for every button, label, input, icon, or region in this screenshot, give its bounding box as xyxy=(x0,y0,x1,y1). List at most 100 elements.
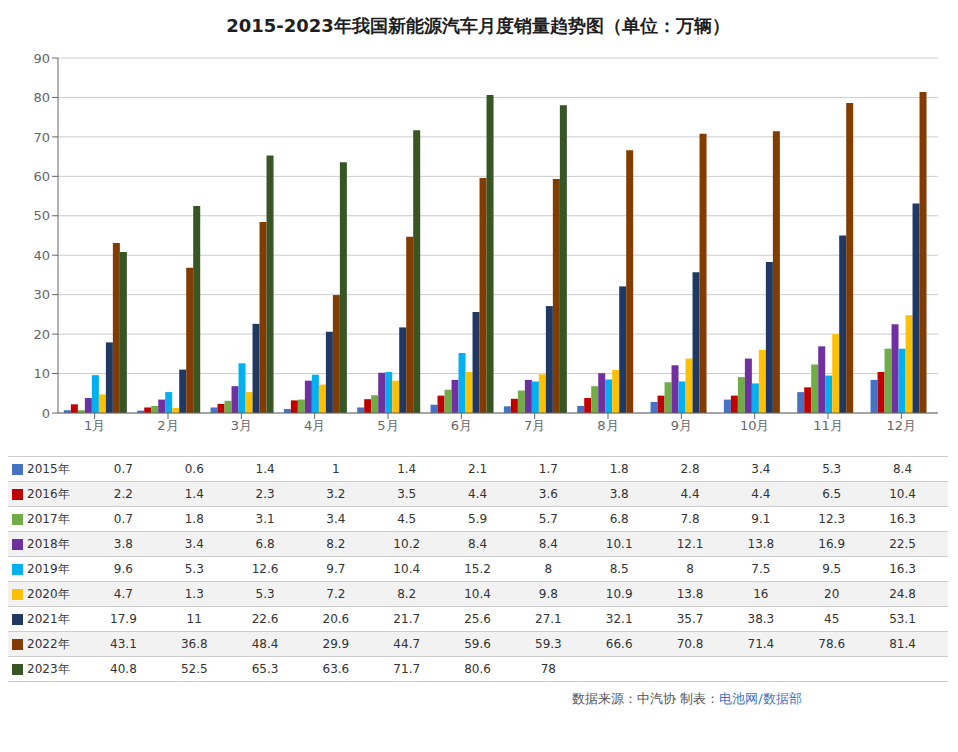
html-text:15.2: 15.2 xyxy=(464,562,491,576)
html-text:13.8: 13.8 xyxy=(747,537,775,551)
html-text:22.5: 22.5 xyxy=(889,537,916,551)
html-text:16.3: 16.3 xyxy=(889,562,916,576)
html-text:12.1: 12.1 xyxy=(676,537,704,551)
svg-text:12月: 12月 xyxy=(887,418,917,433)
html-text:数据来源：中汽协 制表：电池网/数据部: 数据来源：中汽协 制表：电池网/数据部 xyxy=(572,691,802,706)
html-text:12.3: 12.3 xyxy=(818,512,845,526)
html-text:8.5: 8.5 xyxy=(609,562,629,576)
html-text:7.5: 7.5 xyxy=(751,562,771,576)
html-text:9.7: 9.7 xyxy=(326,562,346,576)
html-text:1.8: 1.8 xyxy=(609,462,629,476)
html-text:2015-2023年我国新能源汽车月度销量趋势图（单位：万辆: 2015-2023年我国新能源汽车月度销量趋势图（单位：万辆） xyxy=(226,15,730,36)
html-text:10.2: 10.2 xyxy=(393,537,421,551)
html-text:8.4: 8.4 xyxy=(893,462,913,476)
html-text:4.5: 4.5 xyxy=(397,512,417,526)
html-text:3.8: 3.8 xyxy=(609,487,629,501)
html-text:10.1: 10.1 xyxy=(605,537,633,551)
html-text:10.4: 10.4 xyxy=(393,562,421,576)
svg-text:6月: 6月 xyxy=(451,418,472,433)
html-text:2016年: 2016年 xyxy=(27,486,70,501)
svg-text:3月: 3月 xyxy=(231,418,252,433)
html-text:4.4: 4.4 xyxy=(468,487,488,501)
html-text:16: 16 xyxy=(753,587,769,601)
html-text:2022年: 2022年 xyxy=(27,636,70,651)
html-text:9.8: 9.8 xyxy=(538,587,558,601)
svg-text:2月: 2月 xyxy=(157,418,178,433)
html-text:2017年: 2017年 xyxy=(27,511,70,526)
svg-text:4月: 4月 xyxy=(304,418,325,433)
html-text:3.8: 3.8 xyxy=(113,537,133,551)
svg-text:11月: 11月 xyxy=(813,418,843,433)
html-text:12.6: 12.6 xyxy=(251,562,279,576)
svg-text:70: 70 xyxy=(33,130,50,145)
html-text:8.4: 8.4 xyxy=(538,537,558,551)
html-text:8.4: 8.4 xyxy=(468,537,488,551)
svg-text:80: 80 xyxy=(33,90,50,105)
html-text:5.3: 5.3 xyxy=(255,587,275,601)
html-text:13.8: 13.8 xyxy=(676,587,704,601)
html-text:8.2: 8.2 xyxy=(397,587,417,601)
html-text:1.3: 1.3 xyxy=(184,587,204,601)
html-text:3.4: 3.4 xyxy=(326,512,346,526)
html-text:7.2: 7.2 xyxy=(326,587,346,601)
html-text:3.2: 3.2 xyxy=(326,487,346,501)
html-text:10.4: 10.4 xyxy=(889,487,916,501)
svg-text:60: 60 xyxy=(33,169,50,184)
html-text:5.7: 5.7 xyxy=(538,512,558,526)
html-text:1.4: 1.4 xyxy=(255,462,275,476)
html-text:4.7: 4.7 xyxy=(113,587,133,601)
html-text:2.2: 2.2 xyxy=(113,487,133,501)
svg-text:30: 30 xyxy=(33,287,50,302)
svg-text:9月: 9月 xyxy=(671,418,692,433)
html-text:2023年: 2023年 xyxy=(27,661,70,676)
html-text:9.5: 9.5 xyxy=(822,562,842,576)
html-text:4.4: 4.4 xyxy=(680,487,700,501)
html-text:9.6: 9.6 xyxy=(113,562,133,576)
html-text:2015年: 2015年 xyxy=(27,461,70,476)
svg-text:90: 90 xyxy=(33,51,50,66)
svg-text:20: 20 xyxy=(33,327,50,342)
html-text:5.3: 5.3 xyxy=(184,562,204,576)
html-text:0.7: 0.7 xyxy=(113,512,133,526)
html-text:5.9: 5.9 xyxy=(468,512,488,526)
html-text:1.4: 1.4 xyxy=(184,487,204,501)
html-text:10.9: 10.9 xyxy=(605,587,633,601)
html-text:7.8: 7.8 xyxy=(680,512,700,526)
html-text:3.4: 3.4 xyxy=(751,462,771,476)
html-text:6.5: 6.5 xyxy=(822,487,842,501)
html-text:2019年: 2019年 xyxy=(27,561,70,576)
html-text:5.3: 5.3 xyxy=(822,462,842,476)
svg-text:0: 0 xyxy=(42,406,50,421)
html-text:2018年: 2018年 xyxy=(27,536,70,551)
html-text:3.6: 3.6 xyxy=(538,487,558,501)
html-text:4.4: 4.4 xyxy=(751,487,771,501)
svg-text:8月: 8月 xyxy=(597,418,618,433)
html-text:1.4: 1.4 xyxy=(397,462,417,476)
html-text:6.8: 6.8 xyxy=(609,512,629,526)
html-text:3.4: 3.4 xyxy=(184,537,204,551)
html-text:1.7: 1.7 xyxy=(538,462,558,476)
html-text:2.3: 2.3 xyxy=(255,487,275,501)
svg-text:10月: 10月 xyxy=(740,418,770,433)
svg-text:5月: 5月 xyxy=(377,418,398,433)
html-text:0.6: 0.6 xyxy=(184,462,204,476)
html-text:10.4: 10.4 xyxy=(464,587,491,601)
html-text:8.2: 8.2 xyxy=(326,537,346,551)
html-text:2.1: 2.1 xyxy=(468,462,488,476)
html-text:1.8: 1.8 xyxy=(184,512,204,526)
svg-text:40: 40 xyxy=(33,248,50,263)
html-text:6.8: 6.8 xyxy=(255,537,275,551)
html-text:3.1: 3.1 xyxy=(255,512,275,526)
html-text:16.9: 16.9 xyxy=(818,537,845,551)
svg-text:50: 50 xyxy=(33,208,50,223)
svg-text:10: 10 xyxy=(33,366,50,381)
html-text:2021年: 2021年 xyxy=(27,611,70,626)
svg-text:1月: 1月 xyxy=(84,418,105,433)
html-text:2020年: 2020年 xyxy=(27,586,70,601)
html-text:16.3: 16.3 xyxy=(889,512,916,526)
html-text:0.7: 0.7 xyxy=(113,462,133,476)
svg-text:7月: 7月 xyxy=(524,418,545,433)
html-text:9.1: 9.1 xyxy=(751,512,771,526)
html-text:3.5: 3.5 xyxy=(397,487,417,501)
html-text:2.8: 2.8 xyxy=(680,462,700,476)
